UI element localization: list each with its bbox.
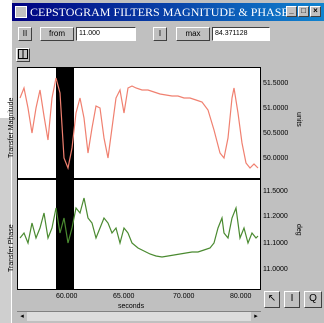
scroll-right-button[interactable]: ▸ [251, 312, 261, 321]
x-tick-2: 65.000 [113, 293, 134, 300]
magnitude-ylabel: Transfer Magnitude [8, 98, 15, 158]
x-axis-label: seconds [118, 303, 144, 310]
phase-unit: deg [295, 224, 302, 236]
phase-tick-2: 11.2000 [263, 213, 288, 220]
mag-tick-2: 51.0000 [263, 105, 288, 112]
mag-tick-3: 50.5000 [263, 130, 288, 137]
magnitude-trace [20, 78, 258, 168]
mag-tick-4: 50.0000 [263, 155, 288, 162]
max-field[interactable]: 84.371128 [212, 27, 270, 41]
magnitude-unit: units [295, 112, 302, 127]
x-tick-3: 70.000 [173, 293, 194, 300]
zoom-tool-button[interactable]: Q [304, 291, 322, 308]
scroll-left-button[interactable]: ◂ [17, 312, 27, 321]
pointer-tool-button[interactable]: ↖ [264, 291, 280, 308]
phase-tick-1: 11.5000 [263, 188, 288, 195]
window-title: CEPSTOGRAM FILTERS MAGNITUDE & PHASE [30, 5, 289, 20]
from-label-button[interactable]: from [40, 27, 74, 41]
maximize-button[interactable]: □ [298, 6, 309, 17]
app-icon[interactable] [15, 6, 27, 18]
horizontal-scrollbar[interactable]: ◂ ▸ [17, 311, 261, 321]
x-tick-4: 80.000 [230, 293, 251, 300]
cursor-tool-button[interactable]: I [284, 291, 300, 308]
mag-tick-1: 51.5000 [263, 80, 288, 87]
phase-tick-4: 11.0000 [263, 266, 288, 273]
from-field[interactable]: 11.000 [76, 27, 136, 41]
grid-icon [18, 49, 28, 59]
icon-bar [12, 47, 324, 63]
toolbar: II from 11.000 I max 84.371128 [12, 24, 324, 44]
toolbar-button-1[interactable]: II [18, 27, 32, 41]
phase-ylabel: Transfer Phase [8, 224, 15, 272]
toolbar-button-2[interactable]: I [153, 27, 167, 41]
title-bar[interactable]: CEPSTOGRAM FILTERS MAGNITUDE & PHASE _ □… [12, 3, 324, 21]
max-label-button[interactable]: max [176, 27, 210, 41]
x-tick-1: 60.000 [56, 293, 77, 300]
plot-divider [17, 178, 261, 180]
phase-trace [20, 198, 258, 257]
close-button[interactable]: × [310, 6, 321, 17]
layout-icon[interactable] [16, 48, 30, 62]
minimize-button[interactable]: _ [286, 6, 297, 17]
phase-tick-3: 11.1000 [263, 240, 288, 247]
